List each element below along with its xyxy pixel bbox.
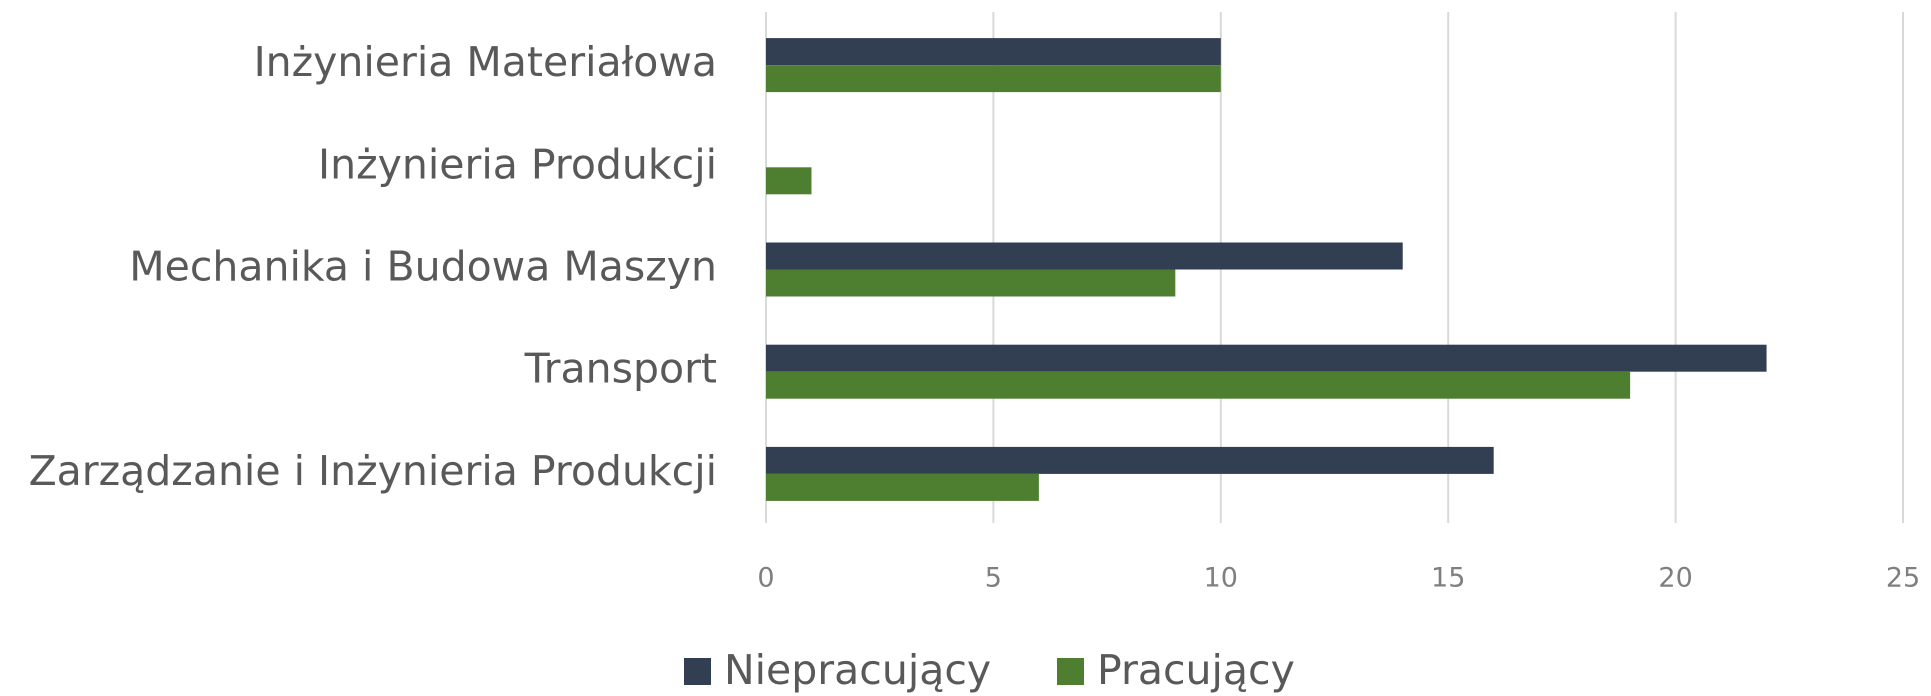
- bar: [766, 344, 1767, 372]
- x-tick-label: 15: [1431, 563, 1465, 594]
- x-tick-label: 20: [1658, 563, 1692, 594]
- legend-label: Niepracujący: [724, 646, 991, 694]
- legend-swatch: [684, 658, 711, 685]
- y-tick-label: Inżynieria Produkcji: [318, 140, 717, 188]
- bar: [766, 65, 1221, 93]
- x-tick-label: 0: [757, 563, 774, 594]
- bar: [766, 371, 1631, 399]
- y-tick-label: Transport: [524, 345, 717, 393]
- bar: [766, 473, 1039, 501]
- legend-swatch: [1057, 658, 1084, 685]
- bar: [766, 242, 1403, 270]
- legend-label: Pracujący: [1097, 646, 1295, 694]
- bar: [766, 269, 1176, 297]
- y-tick-label: Zarządzanie i Inżynieria Produkcji: [29, 447, 717, 495]
- bar: [766, 446, 1494, 474]
- y-tick-label: Inżynieria Materiałowa: [254, 38, 717, 86]
- bar: [766, 38, 1221, 66]
- bar: [766, 167, 812, 195]
- x-tick-label: 25: [1886, 563, 1920, 594]
- y-tick-label: Mechanika i Budowa Maszyn: [129, 243, 717, 291]
- x-tick-label: 5: [985, 563, 1002, 594]
- x-tick-label: 10: [1204, 563, 1238, 594]
